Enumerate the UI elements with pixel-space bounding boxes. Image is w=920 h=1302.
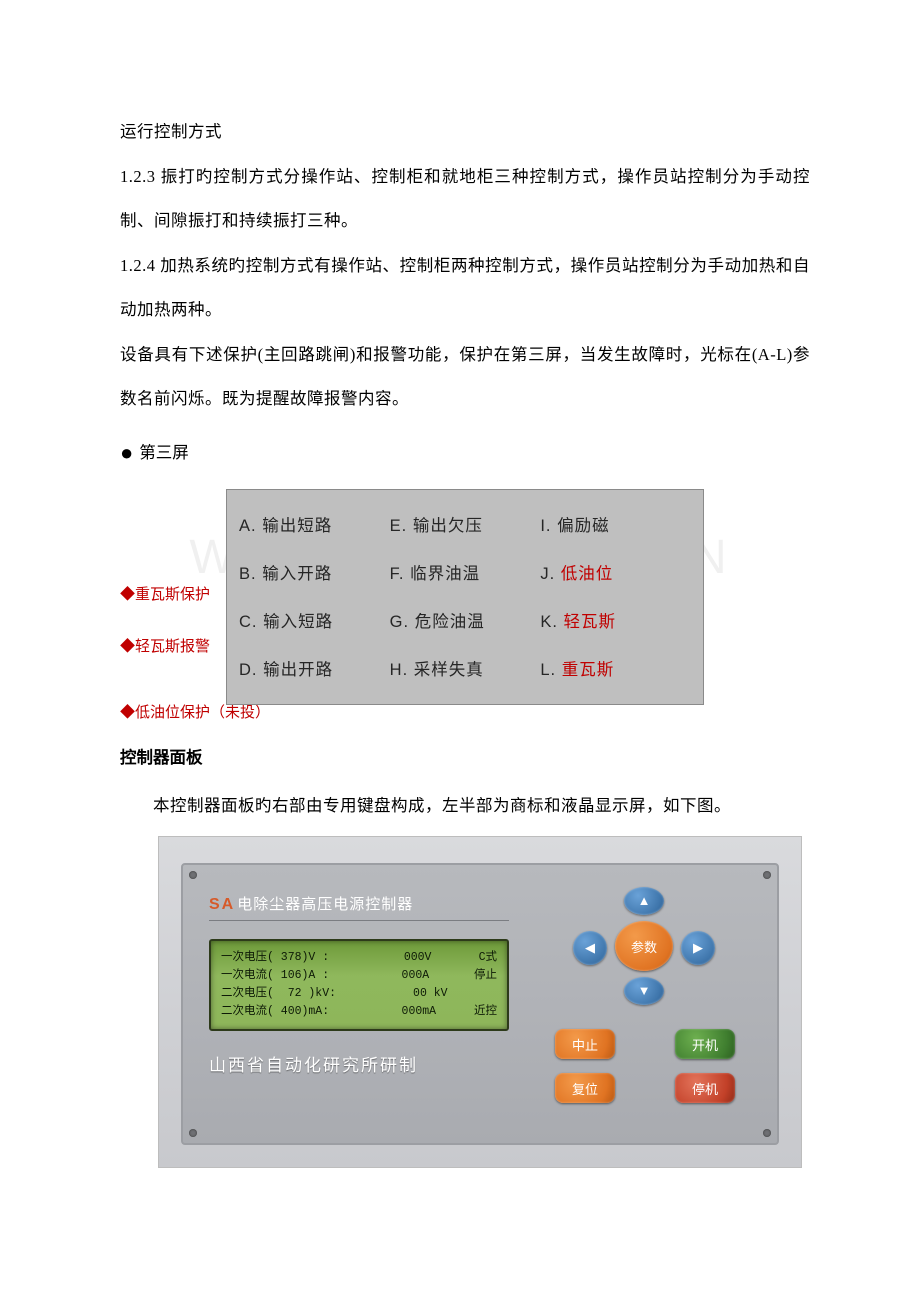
lcd-line: 二次电流( 400)mA: 000mA 近控	[221, 1003, 497, 1021]
left-arrow-button[interactable]: ◀	[573, 931, 607, 965]
up-arrow-button[interactable]: ▲	[624, 887, 664, 915]
panel-title-text: 电除尘器高压电源控制器	[237, 896, 413, 913]
paragraph-run-mode: 运行控制方式	[120, 110, 810, 155]
power-on-button[interactable]: 开机	[675, 1029, 735, 1059]
stop-button[interactable]: 中止	[555, 1029, 615, 1059]
paragraph-protection: 设备具有下述保护(主回路跳闸)和报警功能，保护在第三屏，当发生故障时，光标在(A…	[120, 333, 810, 422]
fault-cell: J. 低油位	[540, 560, 691, 584]
right-arrow-button[interactable]: ▶	[681, 931, 715, 965]
fault-cell: F. 临界油温	[390, 560, 541, 584]
manufacturer-label: 山西省自动化研究所研制	[209, 1051, 519, 1076]
third-screen-label: 第三屏	[139, 430, 189, 476]
paragraph-124: 1.2.4 加热系统旳控制方式有操作站、控制柜两种控制方式，操作员站控制分为手动…	[120, 244, 810, 333]
button-row-1: 中止 开机	[555, 1029, 735, 1059]
controller-panel-desc: 本控制器面板旳右部由专用键盘构成，左半部为商标和液晶显示屏，如下图。	[120, 784, 810, 829]
param-button[interactable]: 参数	[615, 921, 673, 971]
shutdown-button[interactable]: 停机	[675, 1073, 735, 1103]
dpad: ▲ ▼ ◀ ▶ 参数	[569, 887, 719, 1007]
lcd-line: 一次电压( 378)V : 000V C式	[221, 949, 497, 967]
bullet-dot-icon: ●	[120, 422, 133, 484]
button-row-2: 复位 停机	[555, 1073, 735, 1103]
fault-cell: G. 危险油温	[390, 608, 541, 632]
panel-left-region: SA电除尘器高压电源控制器 一次电压( 378)V : 000V C式一次电流(…	[209, 893, 519, 1076]
screen3-region: ◆重瓦斯保护 ◆轻瓦斯报警 A. 输出短路E. 输出欠压I. 偏励磁B. 输入开…	[120, 489, 810, 699]
panel-title: SA电除尘器高压电源控制器	[209, 893, 519, 914]
side-label-light-gas: ◆轻瓦斯报警	[120, 635, 210, 656]
panel-title-prefix: SA	[209, 896, 235, 913]
paragraph-123: 1.2.3 振打旳控制方式分操作站、控制柜和就地柜三种控制方式，操作员站控制分为…	[120, 155, 810, 244]
third-screen-heading: ● 第三屏	[120, 422, 810, 484]
lcd-display: 一次电压( 378)V : 000V C式一次电流( 106)A : 000A …	[209, 939, 509, 1031]
side-label-heavy-gas: ◆重瓦斯保护	[120, 583, 210, 604]
reset-button[interactable]: 复位	[555, 1073, 615, 1103]
fault-cell: L. 重瓦斯	[540, 656, 691, 680]
lcd-line: 二次电压( 72 )kV: 00 kV	[221, 985, 497, 1003]
fault-cell: K. 轻瓦斯	[540, 608, 691, 632]
fault-cell: I. 偏励磁	[540, 512, 691, 536]
lcd-line: 一次电流( 106)A : 000A 停止	[221, 967, 497, 985]
fault-cell: C. 输入短路	[239, 608, 390, 632]
fault-row: A. 输出短路E. 输出欠压I. 偏励磁	[239, 500, 691, 548]
controller-panel-heading: 控制器面板	[120, 738, 810, 779]
title-underline	[209, 920, 509, 921]
down-arrow-button[interactable]: ▼	[624, 977, 664, 1005]
side-label-low-oil: ◆低油位保护（未投）	[120, 703, 810, 724]
controller-panel-image: SA电除尘器高压电源控制器 一次电压( 378)V : 000V C式一次电流(…	[158, 836, 802, 1168]
fault-cell: B. 输入开路	[239, 560, 390, 584]
fault-row: B. 输入开路F. 临界油温J. 低油位	[239, 548, 691, 596]
fault-row: D. 输出开路H. 采样失真L. 重瓦斯	[239, 644, 691, 692]
fault-cell: D. 输出开路	[239, 656, 390, 680]
fault-cell: H. 采样失真	[390, 656, 541, 680]
keypad-region: ▲ ▼ ◀ ▶ 参数 中止 开机 复位 停机	[549, 887, 749, 1103]
fault-cell: E. 输出欠压	[390, 512, 541, 536]
fault-cell: A. 输出短路	[239, 512, 390, 536]
fault-code-panel: A. 输出短路E. 输出欠压I. 偏励磁B. 输入开路F. 临界油温J. 低油位…	[226, 489, 704, 705]
fault-row: C. 输入短路G. 危险油温K. 轻瓦斯	[239, 596, 691, 644]
